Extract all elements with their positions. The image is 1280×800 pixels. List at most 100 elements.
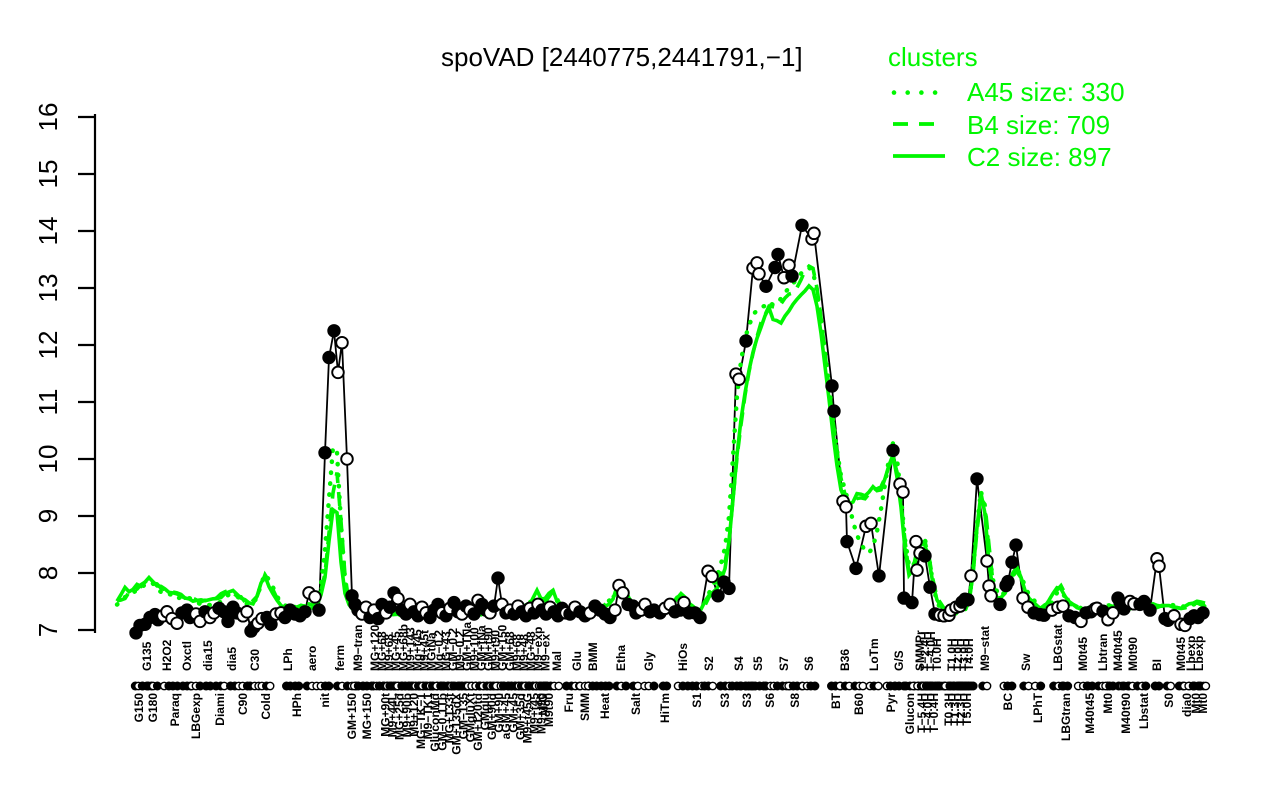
svg-text:S1: S1 xyxy=(690,693,704,708)
svg-text:MGtNa: MGtNa xyxy=(425,632,439,671)
svg-text:G135: G135 xyxy=(140,641,154,671)
svg-text:9: 9 xyxy=(33,509,63,523)
svg-text:C2 size: 897: C2 size: 897 xyxy=(967,142,1112,172)
svg-text:M9−t90: M9−t90 xyxy=(535,693,549,734)
svg-text:GM−0.2: GM−0.2 xyxy=(446,628,460,671)
svg-text:M9+90b: M9+90b xyxy=(400,693,414,737)
svg-text:LoTm: LoTm xyxy=(867,638,881,671)
svg-text:GM+90: GM+90 xyxy=(492,693,506,733)
svg-text:B60: B60 xyxy=(852,693,866,715)
svg-text:T−2.4H: T−2.4H xyxy=(918,631,932,671)
svg-text:M40t90: M40t90 xyxy=(1119,693,1133,734)
svg-text:HiTm: HiTm xyxy=(658,693,672,723)
svg-text:S6: S6 xyxy=(802,656,816,671)
svg-text:M40t45: M40t45 xyxy=(1111,630,1125,671)
svg-text:Mal: Mal xyxy=(550,651,564,671)
svg-text:Lbexp: Lbexp xyxy=(1192,636,1206,671)
svg-text:B4 size: 709: B4 size: 709 xyxy=(967,110,1110,140)
svg-text:T4.0H: T4.0H xyxy=(962,638,976,671)
svg-text:7: 7 xyxy=(33,623,63,637)
svg-text:C30: C30 xyxy=(248,649,262,671)
svg-text:GM−0.1Tb: GM−0.1Tb xyxy=(435,693,449,751)
svg-text:SMM: SMM xyxy=(578,693,592,721)
svg-text:spoVAD [2440775,2441791,−1]: spoVAD [2440775,2441791,−1] xyxy=(441,42,803,72)
svg-text:Oxctl: Oxctl xyxy=(180,641,194,671)
svg-text:M9−0.2: M9−0.2 xyxy=(453,630,467,671)
svg-text:aero: aero xyxy=(305,646,319,671)
svg-text:GM+35d: GM+35d xyxy=(513,693,527,740)
svg-text:14: 14 xyxy=(33,217,63,246)
svg-text:ferm: ferm xyxy=(333,645,347,671)
svg-text:GluconMd: GluconMd xyxy=(428,693,442,752)
svg-text:dia0: dia0 xyxy=(1180,693,1194,717)
svg-text:S4: S4 xyxy=(732,656,746,671)
svg-text:MG+68b: MG+68b xyxy=(396,624,410,671)
svg-text:GMgluXt: GMgluXt xyxy=(464,693,478,742)
svg-text:aGM+45: aGM+45 xyxy=(499,693,513,740)
svg-text:13: 13 xyxy=(33,274,63,303)
svg-text:Cold: Cold xyxy=(259,693,273,720)
svg-text:BC: BC xyxy=(1001,693,1015,711)
svg-text:M9+48: M9+48 xyxy=(517,634,531,671)
svg-text:Pyr: Pyr xyxy=(884,693,898,713)
svg-text:Sw: Sw xyxy=(1019,653,1033,671)
svg-text:dia15: dia15 xyxy=(201,640,215,671)
svg-text:M9+68: M9+68 xyxy=(510,634,524,671)
svg-text:BMM: BMM xyxy=(586,642,600,671)
svg-text:M0t90: M0t90 xyxy=(1126,637,1140,671)
svg-text:Mt0: Mt0 xyxy=(1189,693,1203,714)
svg-text:M9−tran: M9−tran xyxy=(351,625,365,671)
svg-text:B36: B36 xyxy=(838,649,852,671)
svg-text:M9+45t: M9+45t xyxy=(418,630,432,671)
svg-text:Lbstat: Lbstat xyxy=(1137,693,1151,729)
svg-text:S6: S6 xyxy=(763,693,777,708)
svg-text:C90: C90 xyxy=(236,693,250,715)
svg-text:T−0.4H: T−0.4H xyxy=(927,693,941,733)
svg-text:M9−TK1: M9−TK1 xyxy=(421,693,435,740)
svg-text:Gly: Gly xyxy=(642,651,656,671)
svg-text:GM+150: GM+150 xyxy=(345,693,359,740)
svg-text:16: 16 xyxy=(33,103,63,132)
svg-text:M40t45: M40t45 xyxy=(1083,693,1097,734)
svg-text:S5: S5 xyxy=(751,656,765,671)
svg-text:M0t45: M0t45 xyxy=(1076,637,1090,671)
svg-text:MG+150: MG+150 xyxy=(360,693,374,740)
svg-text:MG+133t: MG+133t xyxy=(442,693,456,743)
svg-text:LBGtran: LBGtran xyxy=(1059,693,1073,741)
svg-text:GM+90d: GM+90d xyxy=(485,693,499,740)
svg-text:S0: S0 xyxy=(1162,693,1176,708)
svg-text:S3: S3 xyxy=(740,693,754,708)
svg-text:Mt0: Mt0 xyxy=(1101,693,1115,714)
svg-text:nit: nit xyxy=(318,693,332,708)
svg-text:MG+120: MG+120 xyxy=(368,624,382,671)
svg-text:Salt: Salt xyxy=(629,693,643,715)
svg-text:Fru: Fru xyxy=(562,693,576,712)
svg-text:LPh: LPh xyxy=(281,648,295,671)
svg-text:GM+tNa: GM+tNa xyxy=(474,625,488,671)
svg-text:GM+TNa: GM+TNa xyxy=(460,622,474,671)
svg-text:BT: BT xyxy=(829,692,843,709)
svg-text:clusters: clusters xyxy=(888,42,978,72)
svg-text:15: 15 xyxy=(33,160,63,189)
svg-text:M9+t90: M9+t90 xyxy=(489,630,503,671)
svg-text:Mg+t45: Mg+t45 xyxy=(411,629,425,671)
svg-text:M9−ex: M9−ex xyxy=(538,634,552,671)
svg-text:GM+45: GM+45 xyxy=(506,693,520,733)
svg-text:Mt0: Mt0 xyxy=(1196,693,1210,714)
svg-text:S2: S2 xyxy=(702,656,716,671)
svg-text:T2.3H: T2.3H xyxy=(954,693,968,726)
svg-text:HPh: HPh xyxy=(290,693,304,717)
svg-text:M9t90: M9t90 xyxy=(542,693,556,727)
svg-text:GM−135: GM−135 xyxy=(457,693,471,740)
svg-text:M9+120: M9+120 xyxy=(407,693,421,737)
svg-text:G180: G180 xyxy=(146,693,160,723)
svg-text:T−4.0H: T−4.0H xyxy=(921,693,935,733)
svg-text:G/S: G/S xyxy=(892,650,906,671)
svg-text:GM+68: GM+68 xyxy=(503,631,517,671)
svg-text:GM+150: GM+150 xyxy=(496,624,510,671)
svg-text:M9−exp: M9−exp xyxy=(531,627,545,671)
svg-text:GM+135dX: GM+135dX xyxy=(450,693,464,755)
svg-text:M9+100: M9+100 xyxy=(467,627,481,671)
svg-text:M9+44L: M9+44L xyxy=(386,693,400,737)
svg-text:S7: S7 xyxy=(777,656,791,671)
